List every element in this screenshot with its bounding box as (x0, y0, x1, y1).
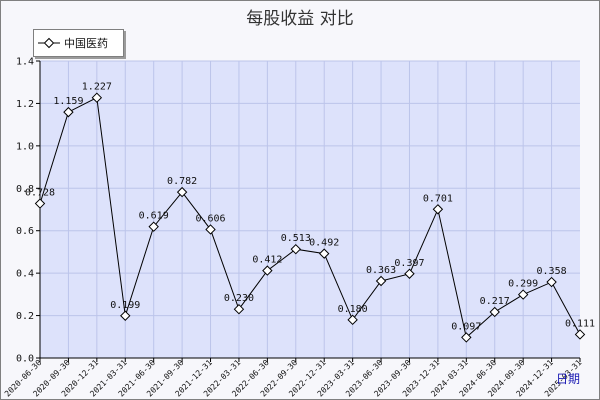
data-point-marker (63, 106, 74, 118)
series-line (39, 96, 581, 339)
data-label: 0.111 (565, 318, 595, 329)
data-point-marker (375, 275, 387, 287)
data-point-marker (120, 310, 131, 321)
data-label: 0.358 (537, 266, 567, 277)
data-point-marker (489, 306, 500, 318)
data-label: 0.728 (25, 188, 55, 199)
y-tick-label: 0.8 (16, 184, 34, 195)
data-point-marker (290, 243, 301, 255)
legend-series-name: 中国医药 (64, 37, 108, 50)
data-label: 0.397 (394, 258, 424, 269)
data-label: 0.097 (451, 321, 481, 332)
data-point-marker (233, 304, 245, 315)
data-label: 0.363 (366, 265, 396, 276)
data-point-marker (176, 186, 188, 198)
data-point-marker (91, 92, 103, 103)
data-label: 0.492 (309, 238, 339, 249)
data-label: 0.619 (139, 211, 169, 222)
y-tick-labels: 0.0 0.2 0.4 0.6 0.8 1.0 1.2 1.4 (16, 57, 34, 365)
data-point-marker (347, 314, 358, 326)
y-tick-label: 0.2 (16, 311, 34, 322)
y-tick-label: 0.0 (16, 354, 34, 365)
data-label: 0.412 (252, 255, 282, 266)
data-point-marker (432, 204, 444, 215)
data-label: 0.217 (480, 296, 510, 307)
plot-area (40, 61, 580, 358)
data-point-marker (148, 221, 159, 232)
y-tick-label: 1.2 (16, 99, 34, 110)
data-label: 0.701 (423, 193, 453, 204)
y-tick-label: 0.6 (16, 226, 34, 237)
data-point-marker (404, 268, 415, 279)
y-tick-label: 1.0 (16, 141, 34, 152)
data-point-marker (517, 289, 529, 300)
data-point-marker (461, 332, 472, 343)
data-label: 0.513 (281, 233, 311, 244)
data-label: 0.230 (224, 293, 254, 304)
series-layer (34, 92, 586, 343)
data-point-marker (546, 276, 557, 288)
data-point-marker (262, 265, 273, 276)
data-label: 0.606 (195, 213, 225, 224)
data-label: 1.159 (53, 96, 83, 107)
y-tick-label: 0.4 (16, 269, 34, 280)
grid-layer (36, 60, 581, 362)
legend-marker-icon (38, 37, 60, 49)
data-point-marker (574, 329, 586, 340)
data-point-marker (34, 198, 46, 209)
data-label: 0.782 (167, 176, 197, 187)
x-tick-labels: 2020-06-302020-09-302020-12-312021-03-31… (3, 358, 584, 399)
axis-layer (39, 61, 580, 359)
x-axis-period-label: 日期 (556, 372, 580, 386)
data-label: 0.180 (338, 304, 368, 315)
chart-title: 每股收益 对比 (246, 9, 354, 29)
data-label: 0.199 (110, 300, 140, 311)
data-labels: 0.728 1.159 1.227 0.199 0.619 0.782 0.606 0.230… (25, 82, 595, 333)
data-label: 1.227 (82, 82, 112, 93)
data-point-marker (319, 248, 330, 259)
data-label: 0.299 (508, 279, 538, 290)
data-point-marker (205, 224, 216, 235)
legend: 中国医药 (33, 29, 124, 57)
y-tick-label: 1.4 (16, 57, 34, 68)
